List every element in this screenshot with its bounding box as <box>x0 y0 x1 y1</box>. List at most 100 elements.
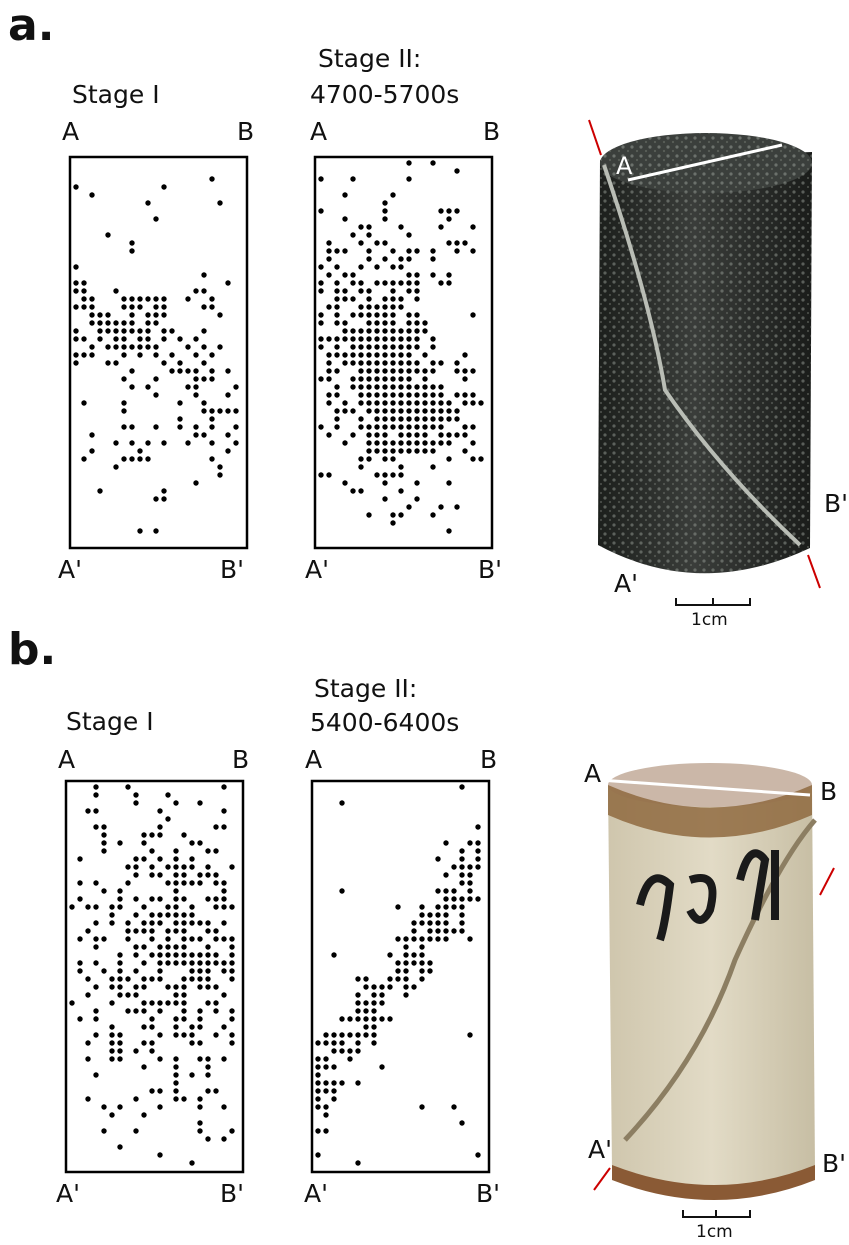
event-dot <box>81 280 87 286</box>
event-dot <box>81 288 87 294</box>
event-dot <box>363 1000 369 1006</box>
event-dot <box>109 1032 115 1038</box>
event-dot <box>390 344 396 350</box>
event-dot <box>205 1072 211 1078</box>
event-dot <box>371 1032 377 1038</box>
event-dot <box>197 800 203 806</box>
event-dot <box>315 1096 321 1102</box>
event-dot <box>73 336 79 342</box>
event-dot <box>125 992 131 998</box>
event-dot <box>462 392 468 398</box>
event-dot <box>133 872 139 878</box>
event-dot <box>334 344 340 350</box>
event-dot <box>334 304 340 310</box>
event-dot <box>382 496 388 502</box>
event-dot <box>149 928 155 934</box>
event-dot <box>221 1024 227 1030</box>
event-dot <box>331 952 337 958</box>
event-dot <box>81 304 87 310</box>
event-dot <box>133 896 139 902</box>
event-dot <box>350 344 356 350</box>
corner-label: A <box>305 745 322 774</box>
event-dot <box>105 360 111 366</box>
event-dot <box>213 984 219 990</box>
event-dot <box>109 904 115 910</box>
event-dot <box>137 344 143 350</box>
event-dot <box>390 520 396 526</box>
event-dot <box>113 328 119 334</box>
event-dot <box>422 384 428 390</box>
event-dot <box>157 1056 163 1062</box>
event-dot <box>157 944 163 950</box>
event-dot <box>379 1064 385 1070</box>
event-dot <box>145 328 151 334</box>
event-dot <box>205 848 211 854</box>
event-dot <box>430 336 436 342</box>
event-dot <box>414 336 420 342</box>
event-dot <box>334 384 340 390</box>
event-dot <box>153 392 159 398</box>
event-dot <box>331 1080 337 1086</box>
event-dot <box>109 1056 115 1062</box>
event-dot <box>93 944 99 950</box>
event-dot <box>390 264 396 270</box>
event-dot <box>77 880 83 886</box>
event-dot <box>443 928 449 934</box>
event-dot <box>157 832 163 838</box>
event-dot <box>398 512 404 518</box>
event-dot <box>382 200 388 206</box>
event-dot <box>419 904 425 910</box>
event-dot <box>350 336 356 342</box>
event-dot <box>342 352 348 358</box>
event-dot <box>129 368 135 374</box>
event-dot <box>363 984 369 990</box>
event-dot <box>406 504 412 510</box>
event-dot <box>427 920 433 926</box>
event-dot <box>229 1008 235 1014</box>
event-dot <box>446 400 452 406</box>
event-dot <box>133 984 139 990</box>
event-dot <box>326 256 332 262</box>
event-dot <box>177 368 183 374</box>
event-dot <box>382 344 388 350</box>
event-dot <box>161 304 167 310</box>
event-dot <box>366 400 372 406</box>
event-dot <box>209 368 215 374</box>
event-dot <box>165 960 171 966</box>
corner-label: A' <box>305 555 329 584</box>
event-dot <box>406 368 412 374</box>
event-dot <box>374 408 380 414</box>
event-dot <box>197 840 203 846</box>
event-dot <box>379 984 385 990</box>
corner-label: B' <box>220 1179 244 1208</box>
event-dot <box>374 328 380 334</box>
corner-label: A <box>58 745 75 774</box>
event-dot <box>221 1056 227 1062</box>
event-dot <box>73 264 79 270</box>
event-dot <box>443 936 449 942</box>
event-dot <box>406 272 412 278</box>
event-dot <box>217 472 223 478</box>
event-dot <box>422 352 428 358</box>
event-dot <box>422 424 428 430</box>
event-dot <box>121 408 127 414</box>
event-dot <box>173 880 179 886</box>
event-dot <box>189 880 195 886</box>
event-dot <box>133 792 139 798</box>
event-dot <box>149 1088 155 1094</box>
event-dot <box>406 328 412 334</box>
plot-frame <box>313 155 494 550</box>
event-dot <box>181 912 187 918</box>
event-dot <box>334 336 340 342</box>
event-dot <box>334 280 340 286</box>
corner-label: B <box>232 745 249 774</box>
event-dot <box>161 488 167 494</box>
event-dot <box>419 936 425 942</box>
event-dot <box>398 448 404 454</box>
event-dot <box>390 296 396 302</box>
event-dot <box>467 936 473 942</box>
event-dot <box>97 328 103 334</box>
event-dot <box>395 960 401 966</box>
event-dot <box>451 1104 457 1110</box>
